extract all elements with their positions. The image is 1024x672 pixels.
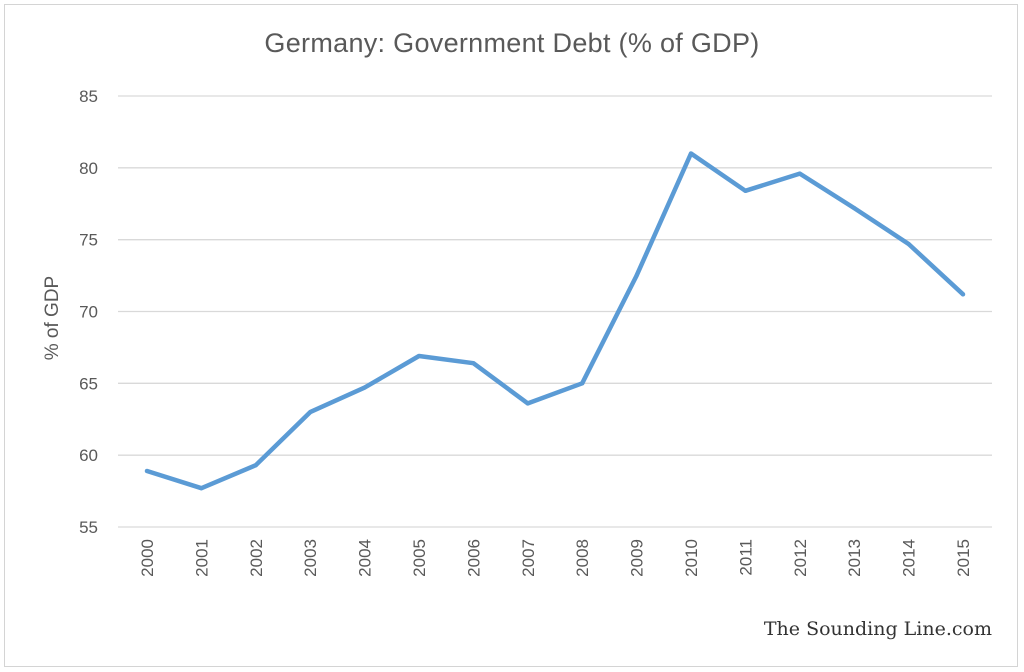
gridlines <box>118 95 992 528</box>
data-point-2011 <box>743 188 748 193</box>
x-tick-label: 2000 <box>138 539 157 577</box>
data-point-2014 <box>906 241 911 246</box>
data-point-2015 <box>961 292 965 297</box>
watermark: The Sounding Line.com <box>763 618 992 640</box>
y-tick-label: 80 <box>79 159 98 178</box>
data-point-2012 <box>797 171 802 176</box>
series-layer <box>144 151 966 491</box>
data-point-2013 <box>852 206 857 211</box>
x-tick-label: 2001 <box>192 539 211 577</box>
y-tick-label: 55 <box>79 518 98 537</box>
x-tick-label: 2003 <box>301 539 320 577</box>
y-tick-label: 75 <box>79 231 98 250</box>
data-point-2007 <box>525 401 530 406</box>
chart-title: Germany: Government Debt (% of GDP) <box>264 28 760 58</box>
x-tick-label: 2008 <box>573 539 592 577</box>
data-point-2003 <box>308 410 313 415</box>
data-point-2008 <box>580 381 585 386</box>
x-tick-label: 2015 <box>954 539 973 577</box>
data-point-2009 <box>634 273 639 278</box>
x-tick-label: 2013 <box>845 539 864 577</box>
y-tick-label: 70 <box>79 303 98 322</box>
x-tick-label: 2009 <box>628 539 647 577</box>
data-point-2005 <box>417 354 421 359</box>
data-point-2001 <box>199 486 204 491</box>
x-tick-label: 2002 <box>247 539 266 577</box>
data-point-2010 <box>689 151 693 156</box>
x-tick-label: 2014 <box>900 539 919 577</box>
y-tick-labels: 55 60 65 70 75 80 85 <box>79 87 98 537</box>
x-tick-labels: 2000 2001 2002 2003 2004 2005 2006 2007 2008 2009… <box>138 539 973 577</box>
x-tick-label: 2005 <box>410 539 429 577</box>
y-tick-label: 60 <box>79 446 98 465</box>
x-tick-label: 2006 <box>464 539 483 577</box>
y-tick-label: 65 <box>79 374 98 393</box>
data-point-2004 <box>362 385 367 390</box>
x-tick-label: 2012 <box>791 539 810 577</box>
x-tick-label: 2011 <box>736 539 755 576</box>
data-point-2000 <box>145 468 149 473</box>
chart-frame <box>4 4 1018 667</box>
y-tick-label: 85 <box>79 87 98 106</box>
x-tick-label: 2007 <box>519 539 538 577</box>
x-tick-label: 2004 <box>356 539 375 577</box>
data-point-2002 <box>253 463 258 468</box>
x-tick-label: 2010 <box>682 539 701 577</box>
series-line-0 <box>144 151 966 491</box>
data-point-2006 <box>471 361 476 366</box>
